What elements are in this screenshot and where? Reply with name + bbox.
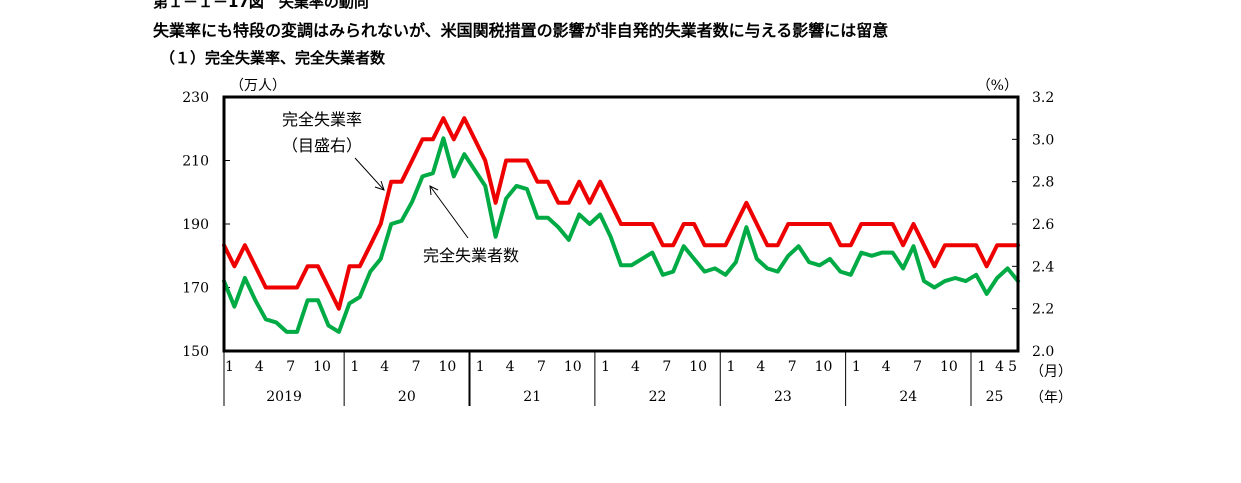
- x-year-label: 20: [398, 389, 416, 405]
- x-month-label: 1: [476, 359, 485, 375]
- x-month-label: 1: [852, 359, 861, 375]
- x-month-label: 7: [286, 359, 295, 375]
- right-axis-unit: （%）: [977, 78, 1018, 94]
- x-year-label: 23: [774, 389, 792, 405]
- x-month-label: 10: [313, 359, 331, 375]
- x-month-label: 1: [225, 359, 234, 375]
- x-year-label: 2019: [266, 389, 302, 405]
- x-month-label: 7: [537, 359, 546, 375]
- year-unit: （年）: [1030, 390, 1072, 406]
- x-month-label: 5: [1008, 359, 1017, 375]
- x-month-label: 10: [438, 359, 456, 375]
- count-annotation: 完全失業者数: [423, 246, 519, 265]
- x-year-label: 25: [986, 389, 1004, 405]
- x-year-label: 21: [523, 389, 541, 405]
- x-month-label: 10: [689, 359, 707, 375]
- left-tick-label: 190: [182, 217, 209, 233]
- right-tick-label: 2.6: [1032, 217, 1054, 233]
- x-month-label: 10: [940, 359, 958, 375]
- count-annotation-arrow: [429, 185, 469, 239]
- x-month-label: 4: [255, 359, 264, 375]
- series-line-unemployed-persons: [222, 136, 1020, 334]
- x-month-label: 7: [662, 359, 671, 375]
- plot-frame: [222, 95, 1020, 353]
- right-tick-label: 2.8: [1032, 175, 1054, 191]
- x-month-label: 7: [412, 359, 421, 375]
- x-month-label: 4: [506, 359, 515, 375]
- left-tick-label: 170: [182, 281, 209, 297]
- x-month-label: 1: [977, 359, 986, 375]
- chart-subtitle: （１）完全失業率、完全失業者数: [160, 49, 386, 67]
- x-month-label: 1: [726, 359, 735, 375]
- series-layer: [222, 116, 1020, 334]
- series-line-unemployment-rate: [222, 116, 1020, 311]
- month-unit: （月）: [1030, 364, 1072, 380]
- rate-annotation-line1: 完全失業率: [282, 110, 362, 129]
- headline: 失業率にも特段の変調はみられないが、米国関税措置の影響が非自発的失業者数に与える…: [153, 21, 889, 40]
- x-month-label: 4: [631, 359, 640, 375]
- x-month-label: 7: [788, 359, 797, 375]
- right-tick-label: 2.0: [1032, 344, 1054, 360]
- x-month-label: 1: [601, 359, 610, 375]
- x-month-label: 1: [350, 359, 359, 375]
- x-year-label: 24: [899, 389, 917, 405]
- count-arrowhead: [429, 185, 439, 196]
- rate-arrowhead: [374, 180, 385, 191]
- right-tick-label: 2.2: [1032, 302, 1054, 318]
- left-tick-label: 230: [182, 90, 209, 106]
- rate-annotation-arrow: [354, 157, 385, 191]
- right-tick-label: 2.4: [1032, 259, 1054, 275]
- x-month-label: 10: [564, 359, 582, 375]
- right-tick-label: 3.0: [1032, 132, 1054, 148]
- x-year-label: 22: [649, 389, 667, 405]
- x-month-label: 10: [815, 359, 833, 375]
- x-month-label: 4: [380, 359, 389, 375]
- x-month-label: 4: [995, 359, 1004, 375]
- right-tick-label: 3.2: [1032, 90, 1054, 106]
- left-tick-label: 210: [182, 154, 209, 170]
- rate-annotation-line2: （目盛右）: [282, 136, 362, 155]
- figure-title: 第１－１－17図 失業率の動向: [153, 0, 369, 11]
- left-axis-unit: （万人）: [230, 78, 286, 94]
- x-month-label: 7: [913, 359, 922, 375]
- left-tick-label: 150: [182, 344, 209, 360]
- x-month-label: 4: [882, 359, 891, 375]
- x-month-label: 4: [756, 359, 765, 375]
